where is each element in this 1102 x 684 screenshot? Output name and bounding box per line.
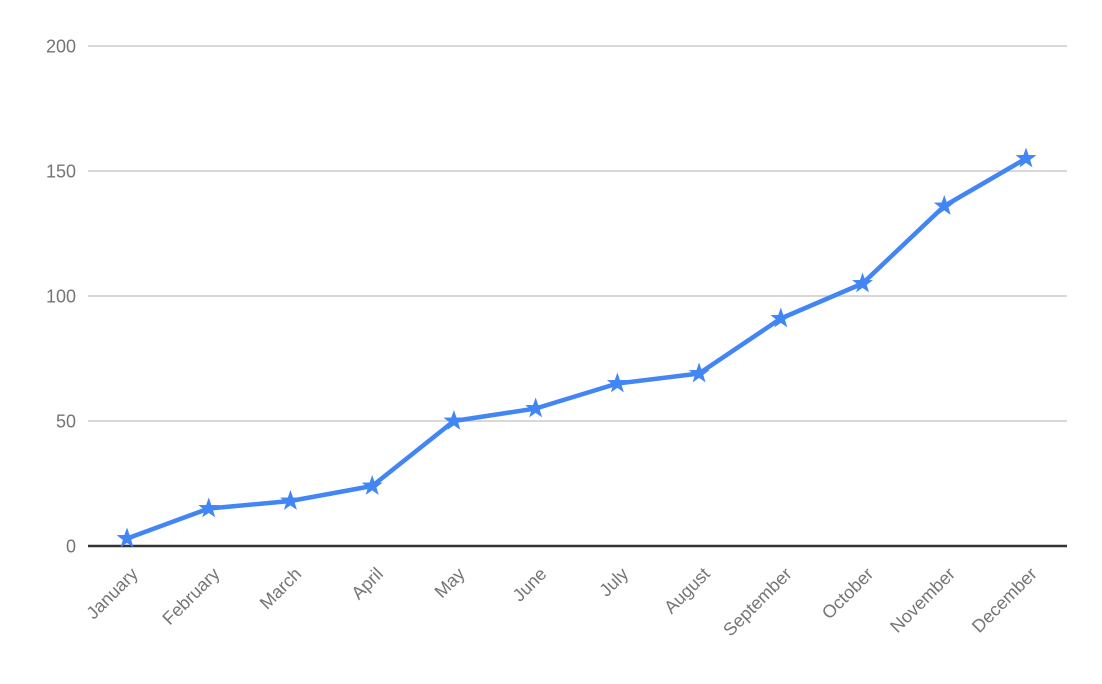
- x-axis-label: October: [818, 564, 877, 623]
- data-point-marker[interactable]: [606, 372, 628, 393]
- x-axis-label: November: [886, 564, 959, 637]
- data-point-marker[interactable]: [443, 410, 465, 430]
- data-point-marker[interactable]: [525, 397, 547, 418]
- y-axis-tick-label: 150: [46, 162, 76, 182]
- data-point-marker[interactable]: [852, 272, 874, 293]
- data-point-marker[interactable]: [279, 490, 301, 510]
- x-axis-label: April: [347, 564, 387, 604]
- data-point-marker[interactable]: [933, 195, 955, 215]
- x-axis-label: July: [595, 564, 632, 601]
- data-point-marker[interactable]: [198, 497, 220, 518]
- x-axis-label: January: [82, 564, 141, 623]
- y-axis-tick-label: 100: [46, 287, 76, 307]
- y-axis-tick-label: 0: [66, 537, 76, 557]
- data-point-marker[interactable]: [361, 475, 383, 495]
- y-axis-tick-label: 50: [56, 412, 76, 432]
- x-axis-label: September: [719, 564, 795, 640]
- x-axis-label: August: [660, 564, 714, 618]
- x-axis-label: February: [158, 564, 223, 629]
- data-point-marker[interactable]: [1015, 147, 1037, 168]
- x-axis-label: May: [431, 564, 469, 602]
- x-axis-label: June: [509, 564, 551, 606]
- y-axis-tick-label: 200: [46, 37, 76, 57]
- x-axis-label: December: [968, 564, 1041, 637]
- data-point-marker[interactable]: [116, 527, 138, 548]
- data-point-marker[interactable]: [770, 307, 792, 328]
- data-point-marker[interactable]: [688, 362, 710, 383]
- x-axis-label: March: [256, 564, 306, 614]
- series-line: [124, 156, 1029, 541]
